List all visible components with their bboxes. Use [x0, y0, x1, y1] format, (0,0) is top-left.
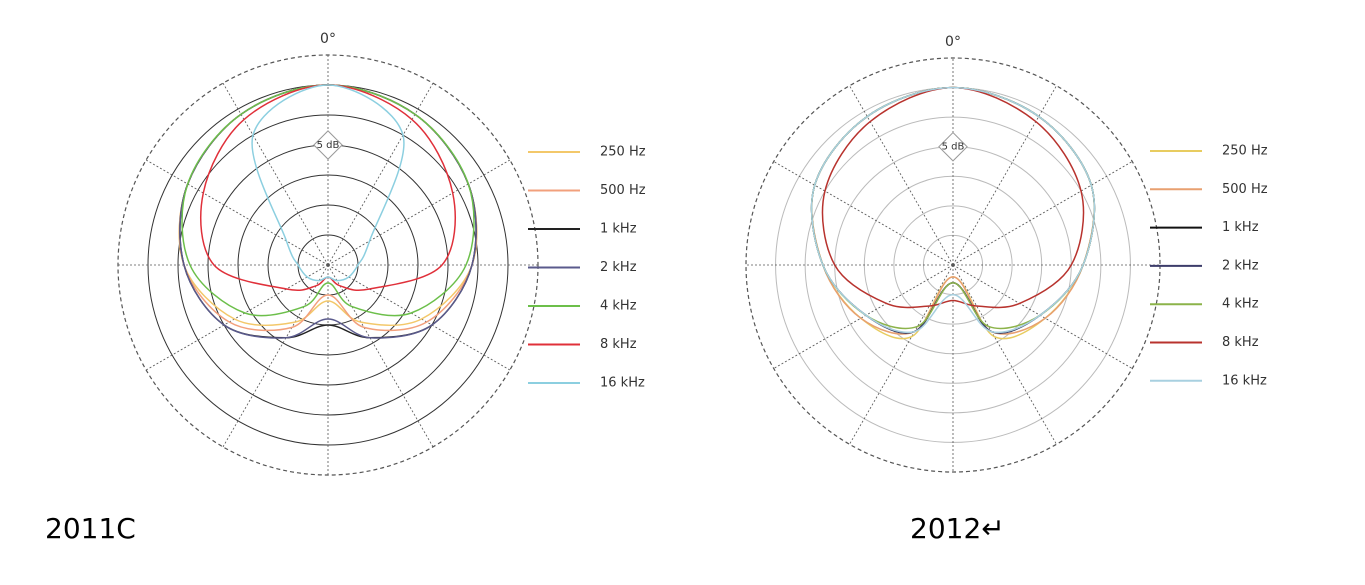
polar-chart: 0° 5 dB 250 Hz 500 Hz 1 kHz 2 kHz 4 kHz 8 kHz 16… [745, 34, 1268, 545]
legend-label: 4 kHz [1222, 297, 1259, 312]
chart-title: 2012↵ [910, 512, 1005, 545]
annotation: 5 dB [942, 142, 965, 153]
spoke [327, 264, 434, 448]
legend-label: 2 kHz [1222, 258, 1259, 273]
legend-label: 16 kHz [1222, 373, 1267, 388]
grid-ring [893, 205, 1013, 325]
spoke [222, 264, 329, 448]
legend-label: 8 kHz [1222, 335, 1259, 350]
spoke [849, 85, 954, 266]
legend-label: 500 Hz [1222, 182, 1268, 197]
spoke [327, 264, 511, 371]
grid-ring [804, 116, 1102, 414]
legend-label: 2 kHz [600, 260, 637, 275]
spoke [327, 82, 434, 266]
chart-title: 2011C [45, 512, 136, 545]
spoke [952, 264, 1057, 445]
legend-label: 8 kHz [600, 337, 637, 352]
spoke [145, 264, 329, 371]
spoke [952, 85, 1057, 266]
series-curve [810, 86, 1096, 334]
spoke [952, 264, 1133, 369]
angle-label: 0° [320, 31, 336, 47]
spoke [849, 264, 954, 445]
spoke [327, 159, 511, 266]
spoke [952, 161, 1133, 266]
series-curve [821, 86, 1085, 309]
spoke [773, 264, 954, 369]
series-curve [251, 84, 405, 282]
angle-label: 0° [945, 34, 961, 50]
legend-label: 250 Hz [600, 145, 646, 160]
spoke [773, 161, 954, 266]
spoke [145, 159, 329, 266]
legend-label: 4 kHz [600, 299, 637, 314]
legend-label: 250 Hz [1222, 144, 1268, 159]
legend-label: 1 kHz [600, 222, 637, 237]
spoke [222, 82, 329, 266]
legend-label: 500 Hz [600, 183, 646, 198]
legend-label: 1 kHz [1222, 220, 1259, 235]
annotation-box [313, 130, 343, 160]
annotation: 5 dB [317, 140, 340, 151]
series-curve [181, 84, 475, 317]
polar-chart: 0° 5 dB 250 Hz 500 Hz 1 kHz 2 kHz 4 kHz 8 kHz 16… [45, 31, 646, 545]
legend-label: 16 kHz [600, 376, 645, 391]
annotation-box [938, 131, 968, 162]
